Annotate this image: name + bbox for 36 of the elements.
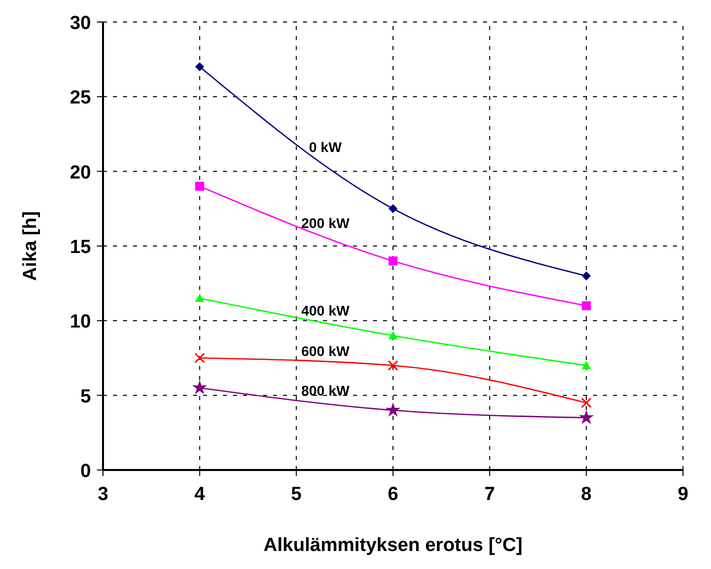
y-tick-label: 25 [70,88,92,109]
y-tick-label: 5 [80,386,92,408]
series-label: 0 kW [308,139,342,156]
y-tick-label: 10 [70,312,91,333]
point [194,352,205,364]
x-tick-label: 6 [388,484,398,505]
x-axis-title: Alkulämmityksen erotus [°C] [264,535,522,556]
point [582,271,591,280]
series-label: 800 kW [301,382,350,398]
point [195,62,204,72]
y-tick-label: 15 [70,237,92,258]
point [388,204,398,214]
point [581,398,592,408]
y-axis-title: Aika [h] [20,211,41,281]
series-label: 600 kW [301,342,350,359]
point [388,360,398,371]
x-tick-label: 5 [291,484,302,505]
point [388,331,398,340]
x-tick-label: 4 [194,484,206,505]
x-tick-label: 7 [484,484,495,505]
x-tick-label: 3 [98,484,108,505]
point [195,182,204,191]
series-label: 400 kW [301,302,350,319]
point [582,360,591,370]
x-tick-label: 9 [678,484,688,505]
point [385,402,401,417]
point [192,380,208,394]
x-tick-label: 8 [581,484,592,505]
point [578,410,594,424]
point [582,301,591,310]
y-tick-label: 30 [70,13,91,34]
y-tick-label: 0 [80,461,91,482]
point [388,256,398,266]
point [195,294,204,302]
series-label: 200 kW [301,214,350,231]
y-tick-label: 20 [70,162,91,184]
